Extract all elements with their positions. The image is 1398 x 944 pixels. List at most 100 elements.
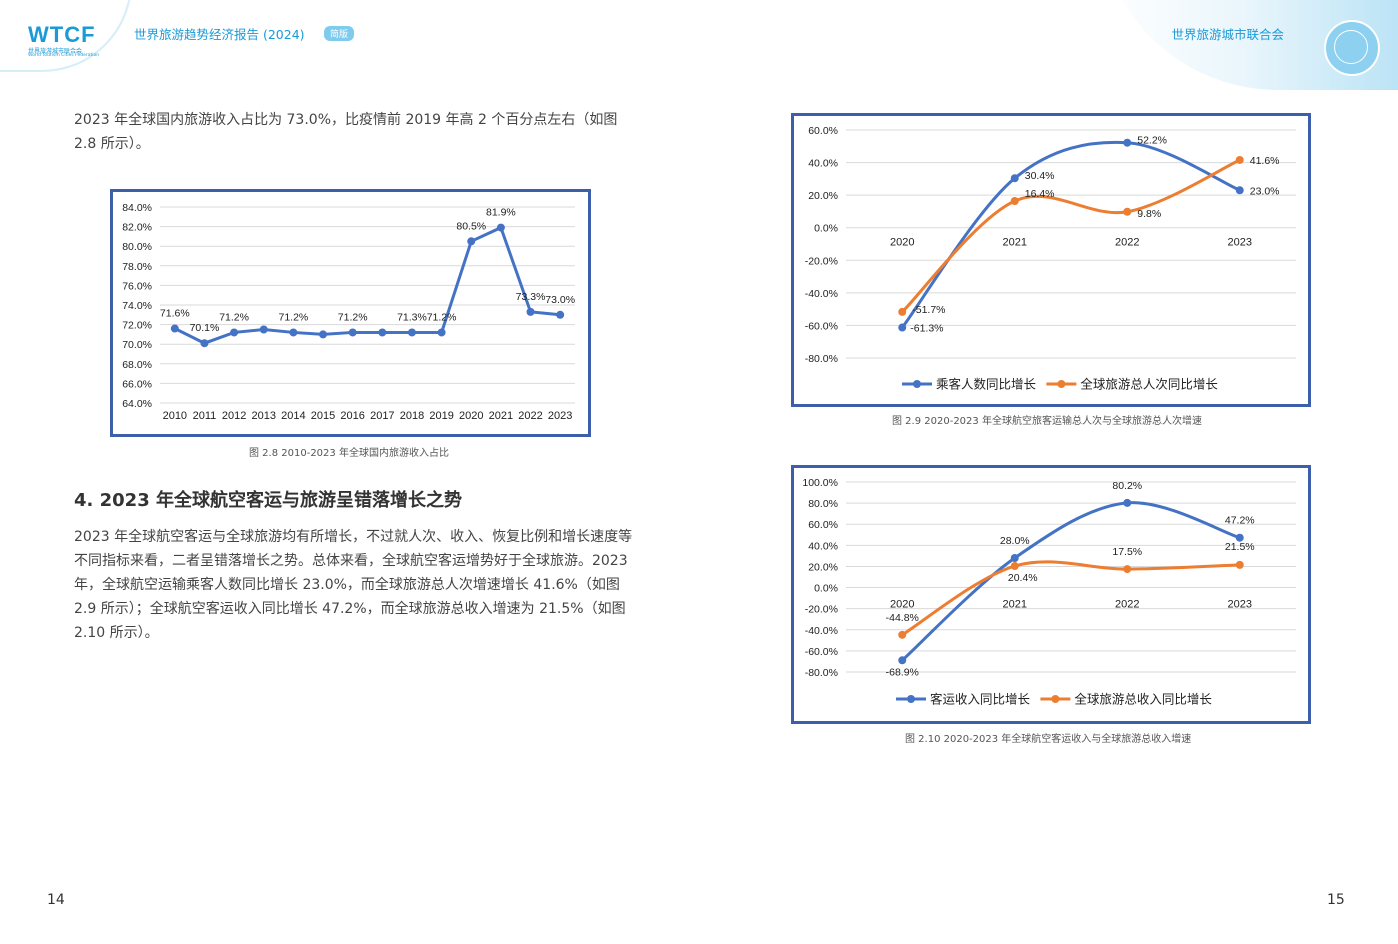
- x-tick-label: 2020: [890, 237, 914, 249]
- x-tick-label: 2021: [1003, 599, 1027, 611]
- chart-2-10: 100.0% 80.0% 60.0% 40.0% 20.0% 0.0% -20.0% -40.…: [791, 465, 1311, 724]
- legend-marker: [1057, 380, 1066, 388]
- data-label: 81.9%: [486, 207, 516, 219]
- logo-en-text: World Tourism Cities Federation: [28, 53, 100, 58]
- data-label: 71.2%: [279, 311, 309, 323]
- y-tick-label: -40.0%: [805, 288, 838, 300]
- y-tick-label: 84.0%: [122, 202, 152, 214]
- y-tick-label: -20.0%: [805, 255, 838, 267]
- data-point: [1010, 174, 1019, 183]
- data-point: [1235, 533, 1244, 542]
- x-tick-label: 2020: [890, 599, 914, 611]
- data-point: [437, 328, 446, 337]
- data-label: 71.2%: [427, 311, 457, 323]
- chart-2-10-svg: 100.0% 80.0% 60.0% 40.0% 20.0% 0.0% -20.0% -40.…: [802, 477, 1296, 707]
- legend-label: 全球旅游总人次同比增长: [1080, 377, 1218, 392]
- data-label: 70.1%: [190, 322, 220, 334]
- y-tick-label: 0.0%: [814, 223, 838, 235]
- y-tick-label: 60.0%: [808, 125, 838, 137]
- data-label: 71.2%: [338, 311, 368, 323]
- data-label: 23.0%: [1250, 185, 1280, 197]
- data-label: 71.2%: [219, 311, 249, 323]
- data-label: 20.4%: [1008, 572, 1038, 584]
- y-tick-label: 82.0%: [122, 222, 152, 234]
- legend-marker: [907, 695, 915, 703]
- x-tick-label: 2014: [281, 410, 305, 422]
- y-tick-label: 66.0%: [122, 378, 152, 390]
- data-label: -44.8%: [886, 612, 919, 624]
- paragraph-1: 2023 年全球国内旅游收入占比为 73.0%，比疫情前 2019 年高 2 个…: [74, 112, 618, 152]
- data-point: [170, 324, 179, 333]
- wtcf-logo: WTCF: [28, 22, 96, 47]
- legend-marker: [1051, 695, 1060, 703]
- data-point: [898, 630, 907, 639]
- org-name: 世界旅游城市联合会: [1171, 27, 1284, 42]
- data-label: -68.9%: [886, 666, 919, 678]
- y-tick-label: 70.0%: [122, 339, 152, 351]
- x-tick-label: 2021: [1003, 237, 1027, 249]
- series-line: [901, 140, 1241, 329]
- data-point: [1235, 186, 1244, 195]
- data-point: [556, 310, 565, 319]
- data-label: 21.5%: [1225, 541, 1255, 553]
- data-point: [898, 656, 907, 665]
- data-label: -51.7%: [912, 304, 945, 316]
- x-tick-label: 2019: [429, 410, 453, 422]
- y-tick-label: -60.0%: [805, 646, 838, 658]
- data-point: [1123, 207, 1132, 216]
- y-tick-label: 40.0%: [808, 540, 838, 552]
- globe-icon: [1324, 20, 1380, 76]
- y-tick-label: 68.0%: [122, 359, 152, 371]
- data-point: [1010, 562, 1019, 571]
- caption-2-8: 图 2.8 2010-2023 年全球国内旅游收入占比: [249, 448, 449, 459]
- y-tick-label: 100.0%: [802, 477, 838, 489]
- y-tick-label: 64.0%: [122, 398, 152, 410]
- x-tick-label: 2022: [518, 410, 542, 422]
- data-label: 73.0%: [545, 294, 575, 306]
- y-tick-label: -80.0%: [805, 353, 838, 365]
- data-label: 80.5%: [456, 220, 486, 232]
- data-point: [407, 328, 416, 337]
- chart-2-9-svg: 60.0% 40.0% 20.0% 0.0% -20.0% -40.0% -60.0% -80…: [805, 125, 1296, 392]
- data-point: [1010, 554, 1019, 562]
- x-tick-label: 2011: [193, 410, 217, 422]
- data-point: [526, 307, 535, 316]
- x-tick-label: 2018: [400, 410, 424, 422]
- x-tick-label: 2022: [1115, 599, 1139, 611]
- data-label: 80.2%: [1112, 480, 1142, 492]
- data-point: [200, 339, 209, 348]
- page-number-right: 15: [1327, 892, 1345, 908]
- data-label: 47.2%: [1225, 515, 1255, 527]
- data-point: [259, 325, 268, 334]
- data-label: -61.3%: [910, 323, 943, 335]
- y-tick-label: 20.0%: [808, 561, 838, 573]
- y-tick-label: -60.0%: [805, 320, 838, 332]
- data-point: [1123, 138, 1132, 147]
- data-label: 52.2%: [1137, 135, 1167, 147]
- data-point: [1235, 155, 1244, 164]
- data-point: [1123, 565, 1132, 574]
- report-title: 世界旅游趋势经济报告 (2024): [134, 27, 305, 42]
- data-label: 9.8%: [1137, 208, 1161, 220]
- series-line: [901, 560, 1240, 637]
- page-number-left: 14: [47, 892, 65, 908]
- legend-marker: [913, 380, 921, 388]
- x-tick-label: 2023: [1228, 237, 1252, 249]
- data-point: [348, 328, 357, 337]
- y-tick-label: 20.0%: [808, 190, 838, 202]
- data-point: [1123, 498, 1132, 507]
- y-tick-label: 0.0%: [814, 583, 838, 595]
- data-point: [1235, 560, 1244, 569]
- data-point: [496, 223, 505, 232]
- data-point: [1010, 197, 1019, 206]
- caption-2-9: 图 2.9 2020-2023 年全球航空旅客运输总人次与全球旅游总人次增速: [892, 416, 1202, 427]
- x-tick-label: 2012: [222, 410, 246, 422]
- edition-badge: 简版: [324, 26, 355, 41]
- chart-2-8: 84.0% 82.0% 80.0% 78.0% 76.0% 74.0% 72.0% 70.0%…: [110, 189, 591, 437]
- series-line: [901, 158, 1241, 313]
- data-label: 17.5%: [1112, 546, 1142, 558]
- data-point: [898, 323, 907, 332]
- data-point: [230, 328, 239, 337]
- x-tick-label: 2010: [163, 410, 187, 422]
- x-tick-label: 2016: [340, 410, 364, 422]
